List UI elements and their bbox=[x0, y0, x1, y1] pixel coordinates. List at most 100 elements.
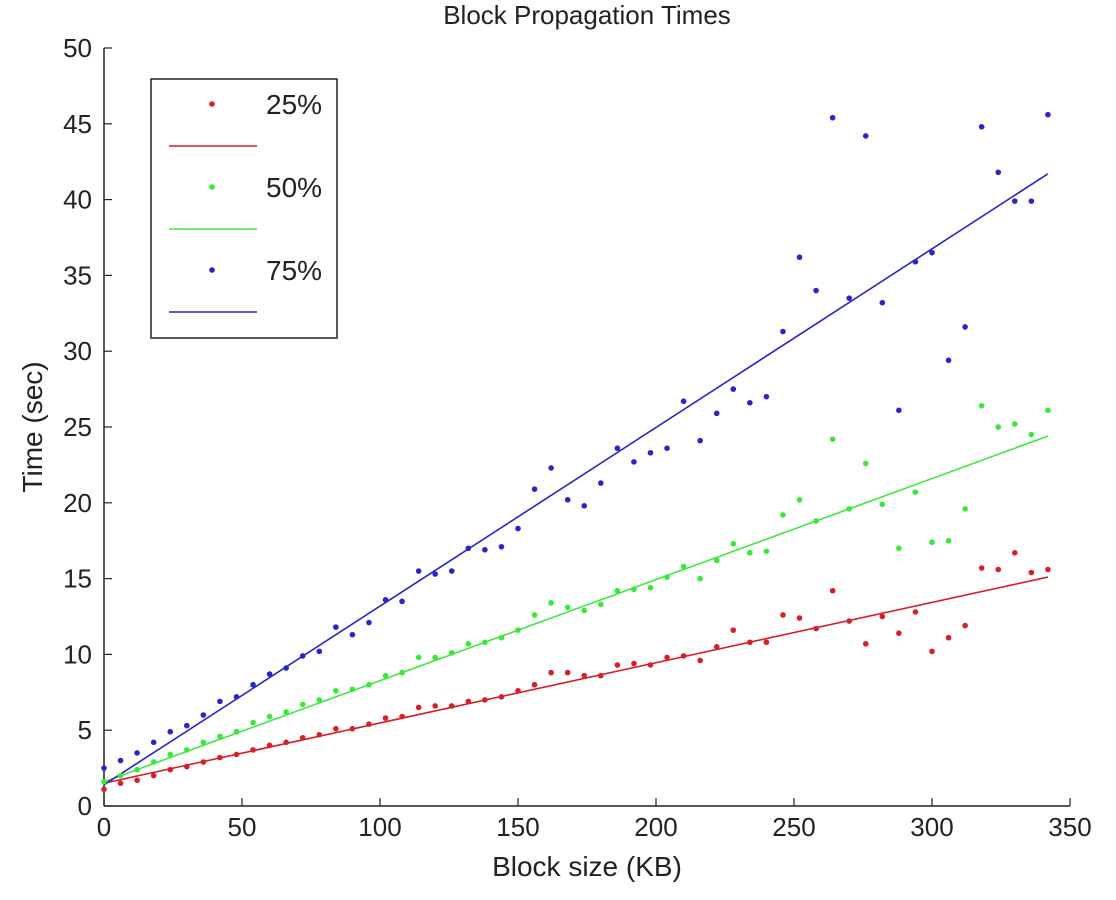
data-point-25pct bbox=[150, 772, 157, 779]
data-point-75pct bbox=[134, 750, 140, 756]
data-point-75pct bbox=[647, 449, 654, 456]
data-point-50pct bbox=[1012, 421, 1018, 427]
data-point-25pct bbox=[482, 697, 488, 703]
data-point-75pct bbox=[531, 486, 538, 492]
data-point-25pct bbox=[829, 587, 836, 594]
data-point-25pct bbox=[747, 639, 753, 646]
data-point-75pct bbox=[564, 496, 571, 503]
data-point-25pct bbox=[415, 704, 422, 711]
data-point-50pct bbox=[349, 686, 356, 693]
data-point-25pct bbox=[995, 566, 1002, 573]
data-point-50pct bbox=[680, 563, 687, 570]
data-point-25pct bbox=[250, 747, 256, 753]
data-point-50pct bbox=[415, 654, 422, 661]
data-point-50pct bbox=[250, 719, 256, 726]
data-point-25pct bbox=[929, 648, 935, 655]
data-point-50pct bbox=[283, 709, 289, 715]
x-tick-label: 350 bbox=[1048, 812, 1091, 842]
data-point-25pct bbox=[333, 725, 339, 732]
data-point-50pct bbox=[929, 539, 935, 546]
y-tick-label: 10 bbox=[63, 639, 92, 669]
data-point-50pct bbox=[482, 639, 488, 646]
data-point-25pct bbox=[548, 669, 554, 676]
data-point-25pct bbox=[399, 713, 405, 720]
y-tick-label: 25 bbox=[63, 412, 92, 442]
data-point-75pct bbox=[382, 597, 389, 603]
x-tick-label: 50 bbox=[228, 812, 257, 842]
data-point-25pct bbox=[233, 751, 240, 758]
data-point-50pct bbox=[730, 540, 737, 547]
data-point-50pct bbox=[101, 778, 107, 785]
data-point-50pct bbox=[813, 518, 819, 524]
data-point-25pct bbox=[664, 654, 670, 661]
chart-title: Block Propagation Times bbox=[443, 0, 731, 30]
data-point-25pct bbox=[962, 622, 968, 629]
data-point-50pct bbox=[498, 634, 505, 641]
data-point-75pct bbox=[780, 328, 786, 335]
data-point-75pct bbox=[962, 324, 968, 330]
data-point-25pct bbox=[101, 786, 107, 793]
y-tick-label: 40 bbox=[63, 185, 92, 215]
data-point-50pct bbox=[995, 424, 1002, 430]
data-point-25pct bbox=[680, 653, 687, 659]
legend-marker bbox=[209, 101, 215, 107]
data-point-75pct bbox=[200, 712, 207, 718]
data-point-75pct bbox=[465, 545, 472, 552]
data-point-75pct bbox=[614, 445, 621, 452]
data-point-75pct bbox=[1028, 198, 1035, 204]
data-point-25pct bbox=[1045, 566, 1051, 573]
data-point-75pct bbox=[448, 568, 455, 574]
data-point-50pct bbox=[647, 584, 654, 591]
data-point-75pct bbox=[233, 694, 240, 700]
data-point-50pct bbox=[134, 766, 140, 773]
data-point-50pct bbox=[796, 496, 803, 503]
fit-line-50pct bbox=[103, 435, 1049, 783]
x-axis-title: Block size (KB) bbox=[492, 851, 682, 882]
data-point-25pct bbox=[366, 721, 372, 727]
data-point-75pct bbox=[896, 407, 902, 414]
data-point-50pct bbox=[879, 501, 886, 508]
data-point-50pct bbox=[1045, 407, 1051, 414]
data-point-25pct bbox=[217, 754, 223, 761]
data-point-50pct bbox=[217, 733, 223, 740]
y-tick-label: 0 bbox=[78, 791, 92, 821]
data-point-25pct bbox=[1028, 569, 1035, 576]
data-point-75pct bbox=[879, 299, 886, 306]
data-point-25pct bbox=[813, 625, 819, 632]
data-point-25pct bbox=[531, 681, 538, 688]
legend: 25% 50% 75% bbox=[150, 78, 338, 339]
data-point-50pct bbox=[598, 601, 604, 608]
data-point-50pct bbox=[763, 548, 770, 555]
data-point-75pct bbox=[101, 765, 107, 771]
data-point-75pct bbox=[664, 445, 670, 452]
data-point-50pct bbox=[945, 537, 952, 544]
data-point-75pct bbox=[846, 295, 852, 301]
legend-label: 25% bbox=[266, 89, 322, 120]
data-point-25pct bbox=[448, 703, 455, 709]
data-point-50pct bbox=[846, 506, 852, 512]
data-point-50pct bbox=[382, 672, 389, 679]
data-point-25pct bbox=[912, 609, 919, 615]
data-point-25pct bbox=[697, 657, 703, 664]
data-point-50pct bbox=[333, 687, 339, 694]
axis-ticks: 0 50 100 150 200 250 300 350 0 5 10 15 20 25 30 35 40 45 5… bbox=[63, 33, 1092, 842]
data-point-25pct bbox=[299, 734, 306, 741]
data-point-50pct bbox=[266, 713, 273, 720]
data-point-25pct bbox=[167, 766, 174, 773]
data-point-75pct bbox=[945, 357, 952, 364]
data-point-25pct bbox=[432, 703, 439, 709]
data-point-50pct bbox=[200, 739, 207, 746]
legend-label: 50% bbox=[266, 172, 322, 203]
data-point-50pct bbox=[747, 550, 753, 556]
data-point-25pct bbox=[896, 630, 902, 636]
data-point-50pct bbox=[713, 557, 720, 564]
data-points bbox=[101, 111, 1051, 793]
data-point-25pct bbox=[117, 780, 124, 787]
data-point-75pct bbox=[415, 568, 422, 574]
data-point-25pct bbox=[598, 672, 604, 679]
data-point-50pct bbox=[862, 460, 869, 467]
data-point-75pct bbox=[912, 258, 919, 265]
data-point-75pct bbox=[862, 133, 869, 139]
data-point-75pct bbox=[349, 631, 356, 638]
data-point-75pct bbox=[730, 386, 737, 392]
